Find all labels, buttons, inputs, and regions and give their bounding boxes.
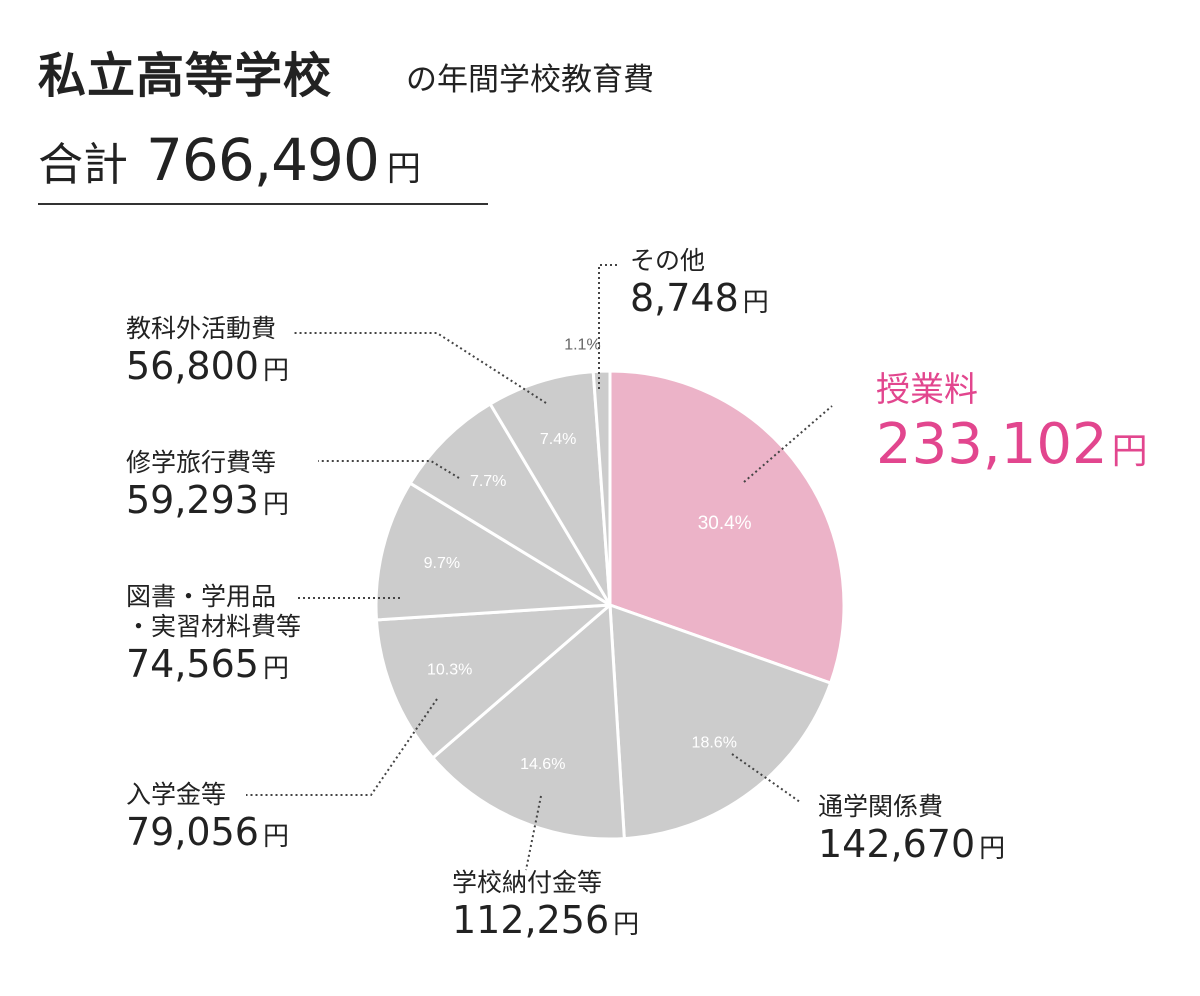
callout-unit: 円 — [262, 490, 289, 520]
callout-unit: 円 — [262, 654, 289, 684]
page-subtitle: の年間学校教育費 — [406, 62, 654, 98]
callout-value: 56,800 — [126, 344, 259, 388]
callout-label: 授業料 — [876, 370, 978, 410]
callout-label: 通学関係費 — [818, 792, 944, 821]
callout-unit: 円 — [1111, 430, 1148, 472]
pct-label-commute: 18.6% — [692, 734, 737, 751]
callout-value: 112,256 — [452, 898, 610, 942]
callout-unit: 円 — [742, 288, 769, 318]
callout-unit: 円 — [979, 834, 1006, 864]
callout-label-line2: ・実習材料費等 — [126, 612, 302, 641]
pie-slice-admission — [374, 603, 612, 760]
callout-commute: 通学関係費 142,670 円 — [818, 792, 1005, 868]
total-unit: 円 — [386, 149, 421, 189]
callout-unit: 円 — [262, 356, 289, 386]
callout-books-supplies: 図書・学用品 ・実習材料費等 74,565 円 — [126, 582, 301, 688]
total-underline — [38, 203, 488, 205]
pie-slice-school-fees — [431, 603, 626, 841]
callout-value: 8,748 — [630, 276, 739, 320]
callout-school-fees: 学校納付金等 112,256 円 — [452, 868, 639, 944]
pct-label-admission: 10.3% — [427, 662, 472, 679]
leader-line-admission — [246, 698, 438, 796]
pct-label-tuition: 30.4% — [698, 513, 752, 534]
callout-tuition: 授業料 233,102 円 — [876, 370, 1148, 478]
callout-value: 233,102 — [876, 411, 1108, 477]
pie-slice-tuition — [608, 369, 846, 685]
callout-label: 学校納付金等 — [452, 868, 603, 897]
pct-label-other: 1.1% — [564, 336, 600, 353]
leader-line-school-trip — [318, 460, 460, 479]
pct-label-school-trip: 7.7% — [470, 473, 506, 490]
total-value: 766,490 — [146, 126, 380, 194]
callout-school-trip: 修学旅行費等 59,293 円 — [126, 448, 289, 524]
leader-line-extracurricular — [292, 332, 547, 404]
callout-value: 59,293 — [126, 478, 259, 522]
callout-value: 79,056 — [126, 810, 259, 854]
leader-line-tuition — [743, 405, 833, 483]
pct-label-school-fees: 14.6% — [520, 756, 565, 773]
total-label: 合計 — [38, 138, 129, 191]
callout-label: 修学旅行費等 — [126, 448, 277, 477]
pct-label-books-supplies: 9.7% — [424, 555, 460, 572]
leader-line-other — [598, 264, 620, 389]
pie-slice-extracurricular — [488, 370, 612, 607]
callout-admission: 入学金等 79,056 円 — [126, 780, 289, 856]
callout-label: 入学金等 — [126, 780, 227, 809]
pie-slice-school-trip — [408, 402, 612, 607]
total-row: 合計 766,490 円 — [38, 126, 421, 194]
pie-slice-books-supplies — [374, 481, 612, 622]
callout-unit: 円 — [262, 822, 289, 852]
callout-label: その他 — [630, 246, 706, 275]
pie-slice-commute — [608, 603, 833, 841]
callout-other: その他 8,748 円 — [630, 246, 769, 322]
page-title: 私立高等学校 — [38, 48, 333, 104]
leader-line-commute — [731, 753, 801, 803]
callout-extracurricular: 教科外活動費 56,800 円 — [126, 314, 289, 390]
callout-unit: 円 — [613, 910, 640, 940]
callout-value: 142,670 — [818, 822, 976, 866]
pie-slice-other — [591, 369, 612, 607]
callout-value: 74,565 — [126, 642, 259, 686]
callout-label: 教科外活動費 — [126, 314, 277, 343]
pct-label-extracurricular: 7.4% — [540, 431, 576, 448]
callout-label-line1: 図書・学用品 — [126, 582, 277, 611]
